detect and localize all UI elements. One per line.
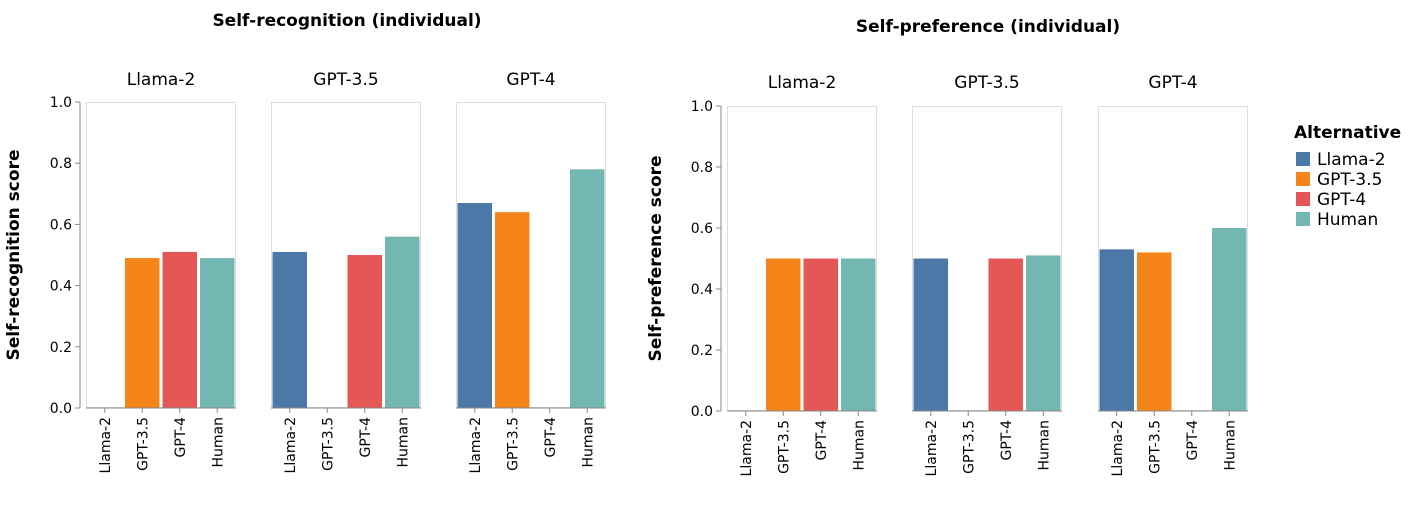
x-tick-label: Llama-2	[924, 420, 940, 476]
bar-GPT-3.5	[1137, 252, 1172, 411]
y-tick-label: 0.0	[50, 401, 72, 417]
y-tick-label: 0.6	[50, 217, 72, 233]
bar-GPT-3.5	[766, 258, 801, 411]
chart-title: Self-preference (individual)	[856, 17, 1120, 37]
bar-Human	[570, 169, 605, 408]
chart-1: Self-recognition (individual) Self-recogn…	[4, 11, 606, 473]
y-tick-label: 0.4	[50, 279, 72, 295]
bar-Human	[1026, 255, 1061, 411]
x-tick-label: GPT-4	[814, 420, 830, 461]
x-tick-label: Human	[395, 417, 411, 468]
x-tick-label: Llama-2	[283, 417, 299, 473]
legend-swatch	[1296, 152, 1310, 166]
x-tick-label: Human	[851, 420, 867, 471]
legend-item-label: GPT-4	[1317, 190, 1366, 210]
facet-label: Llama-2	[127, 70, 196, 90]
chart-2: Self-preference (individual) Self-prefere…	[646, 17, 1248, 476]
x-tick-label: GPT-4	[358, 417, 374, 458]
bar-Llama-2	[913, 258, 948, 411]
y-axis: 0.0 0.2 0.4 0.6 0.8 1.0	[691, 99, 722, 420]
legend-item-label: GPT-3.5	[1317, 170, 1382, 190]
legend-item-label: Human	[1317, 210, 1378, 230]
facet-label: GPT-4	[506, 70, 555, 90]
facet-label: GPT-3.5	[954, 73, 1019, 93]
facet-GPT-4: GPT-4 Llama-2 GPT-3.5 GPT-4 Human	[456, 70, 606, 473]
bar-Llama-2	[457, 202, 492, 408]
bar-GPT-4	[803, 258, 838, 411]
x-tick-label: GPT-3.5	[961, 420, 977, 474]
x-tick-label: Llama-2	[468, 417, 484, 473]
x-tick-label: Human	[1222, 420, 1238, 471]
bar-Human	[841, 258, 876, 411]
y-tick-label: 0.4	[691, 282, 713, 298]
y-tick-label: 0.8	[50, 156, 72, 172]
y-tick-label: 0.6	[691, 221, 713, 237]
legend-swatch	[1296, 192, 1310, 206]
x-tick-label: GPT-4	[543, 417, 559, 458]
bar-GPT-4	[162, 251, 197, 408]
facet-GPT-3.5: GPT-3.5 Llama-2 GPT-3.5 GPT-4 Human	[912, 73, 1062, 476]
y-tick-label: 0.2	[50, 340, 72, 356]
facet-Llama-2: Llama-2 Llama-2 GPT-3.5 GPT-4 Human	[727, 73, 877, 476]
legend-swatch	[1296, 212, 1310, 226]
y-tick-label: 0.2	[691, 343, 713, 359]
x-tick-label: GPT-3.5	[320, 417, 336, 471]
x-tick-label: GPT-3.5	[505, 417, 521, 471]
bar-Human	[1212, 228, 1247, 411]
x-tick-label: GPT-3.5	[776, 420, 792, 474]
legend-item-label: Llama-2	[1317, 150, 1386, 170]
bar-GPT-3.5	[495, 212, 530, 408]
bar-Llama-2	[1099, 249, 1134, 411]
legend-title: Alternative	[1294, 123, 1401, 143]
y-axis-label: Self-preference score	[646, 155, 666, 361]
x-tick-label: Human	[1036, 420, 1052, 471]
x-tick-label: Human	[580, 417, 596, 468]
facet-Llama-2: Llama-2 Llama-2 GPT-3.5 GPT-4 Human	[86, 70, 236, 473]
x-tick-label: GPT-4	[1185, 420, 1201, 461]
x-tick-label: Llama-2	[98, 417, 114, 473]
bar-GPT-4	[988, 258, 1023, 411]
facet-label: Llama-2	[768, 73, 837, 93]
facet-label: GPT-4	[1148, 73, 1197, 93]
x-tick-label: Human	[210, 417, 226, 468]
x-tick-label: GPT-4	[173, 417, 189, 458]
x-tick-label: GPT-4	[999, 420, 1015, 461]
y-tick-label: 0.0	[691, 404, 713, 420]
bar-Human	[385, 236, 420, 408]
bar-GPT-4	[347, 255, 382, 408]
x-tick-label: GPT-3.5	[1147, 420, 1163, 474]
x-tick-label: GPT-3.5	[135, 417, 151, 471]
facet-label: GPT-3.5	[313, 70, 378, 90]
y-axis: 0.0 0.2 0.4 0.6 0.8 1.0	[50, 95, 81, 417]
chart-title: Self-recognition (individual)	[212, 11, 481, 31]
facet-GPT-4: GPT-4 Llama-2 GPT-3.5 GPT-4 Human	[1098, 73, 1248, 476]
legend-swatch	[1296, 172, 1310, 186]
y-tick-label: 0.8	[691, 160, 713, 176]
x-tick-label: Llama-2	[739, 420, 755, 476]
y-tick-label: 1.0	[691, 99, 713, 115]
y-tick-label: 1.0	[50, 95, 72, 111]
y-axis-label: Self-recognition score	[4, 150, 24, 361]
facet-GPT-3.5: GPT-3.5 Llama-2 GPT-3.5 GPT-4 Human	[271, 70, 421, 473]
x-tick-label: Llama-2	[1110, 420, 1126, 476]
bar-Human	[200, 258, 235, 408]
bar-GPT-3.5	[125, 258, 160, 408]
bar-Llama-2	[272, 251, 307, 408]
